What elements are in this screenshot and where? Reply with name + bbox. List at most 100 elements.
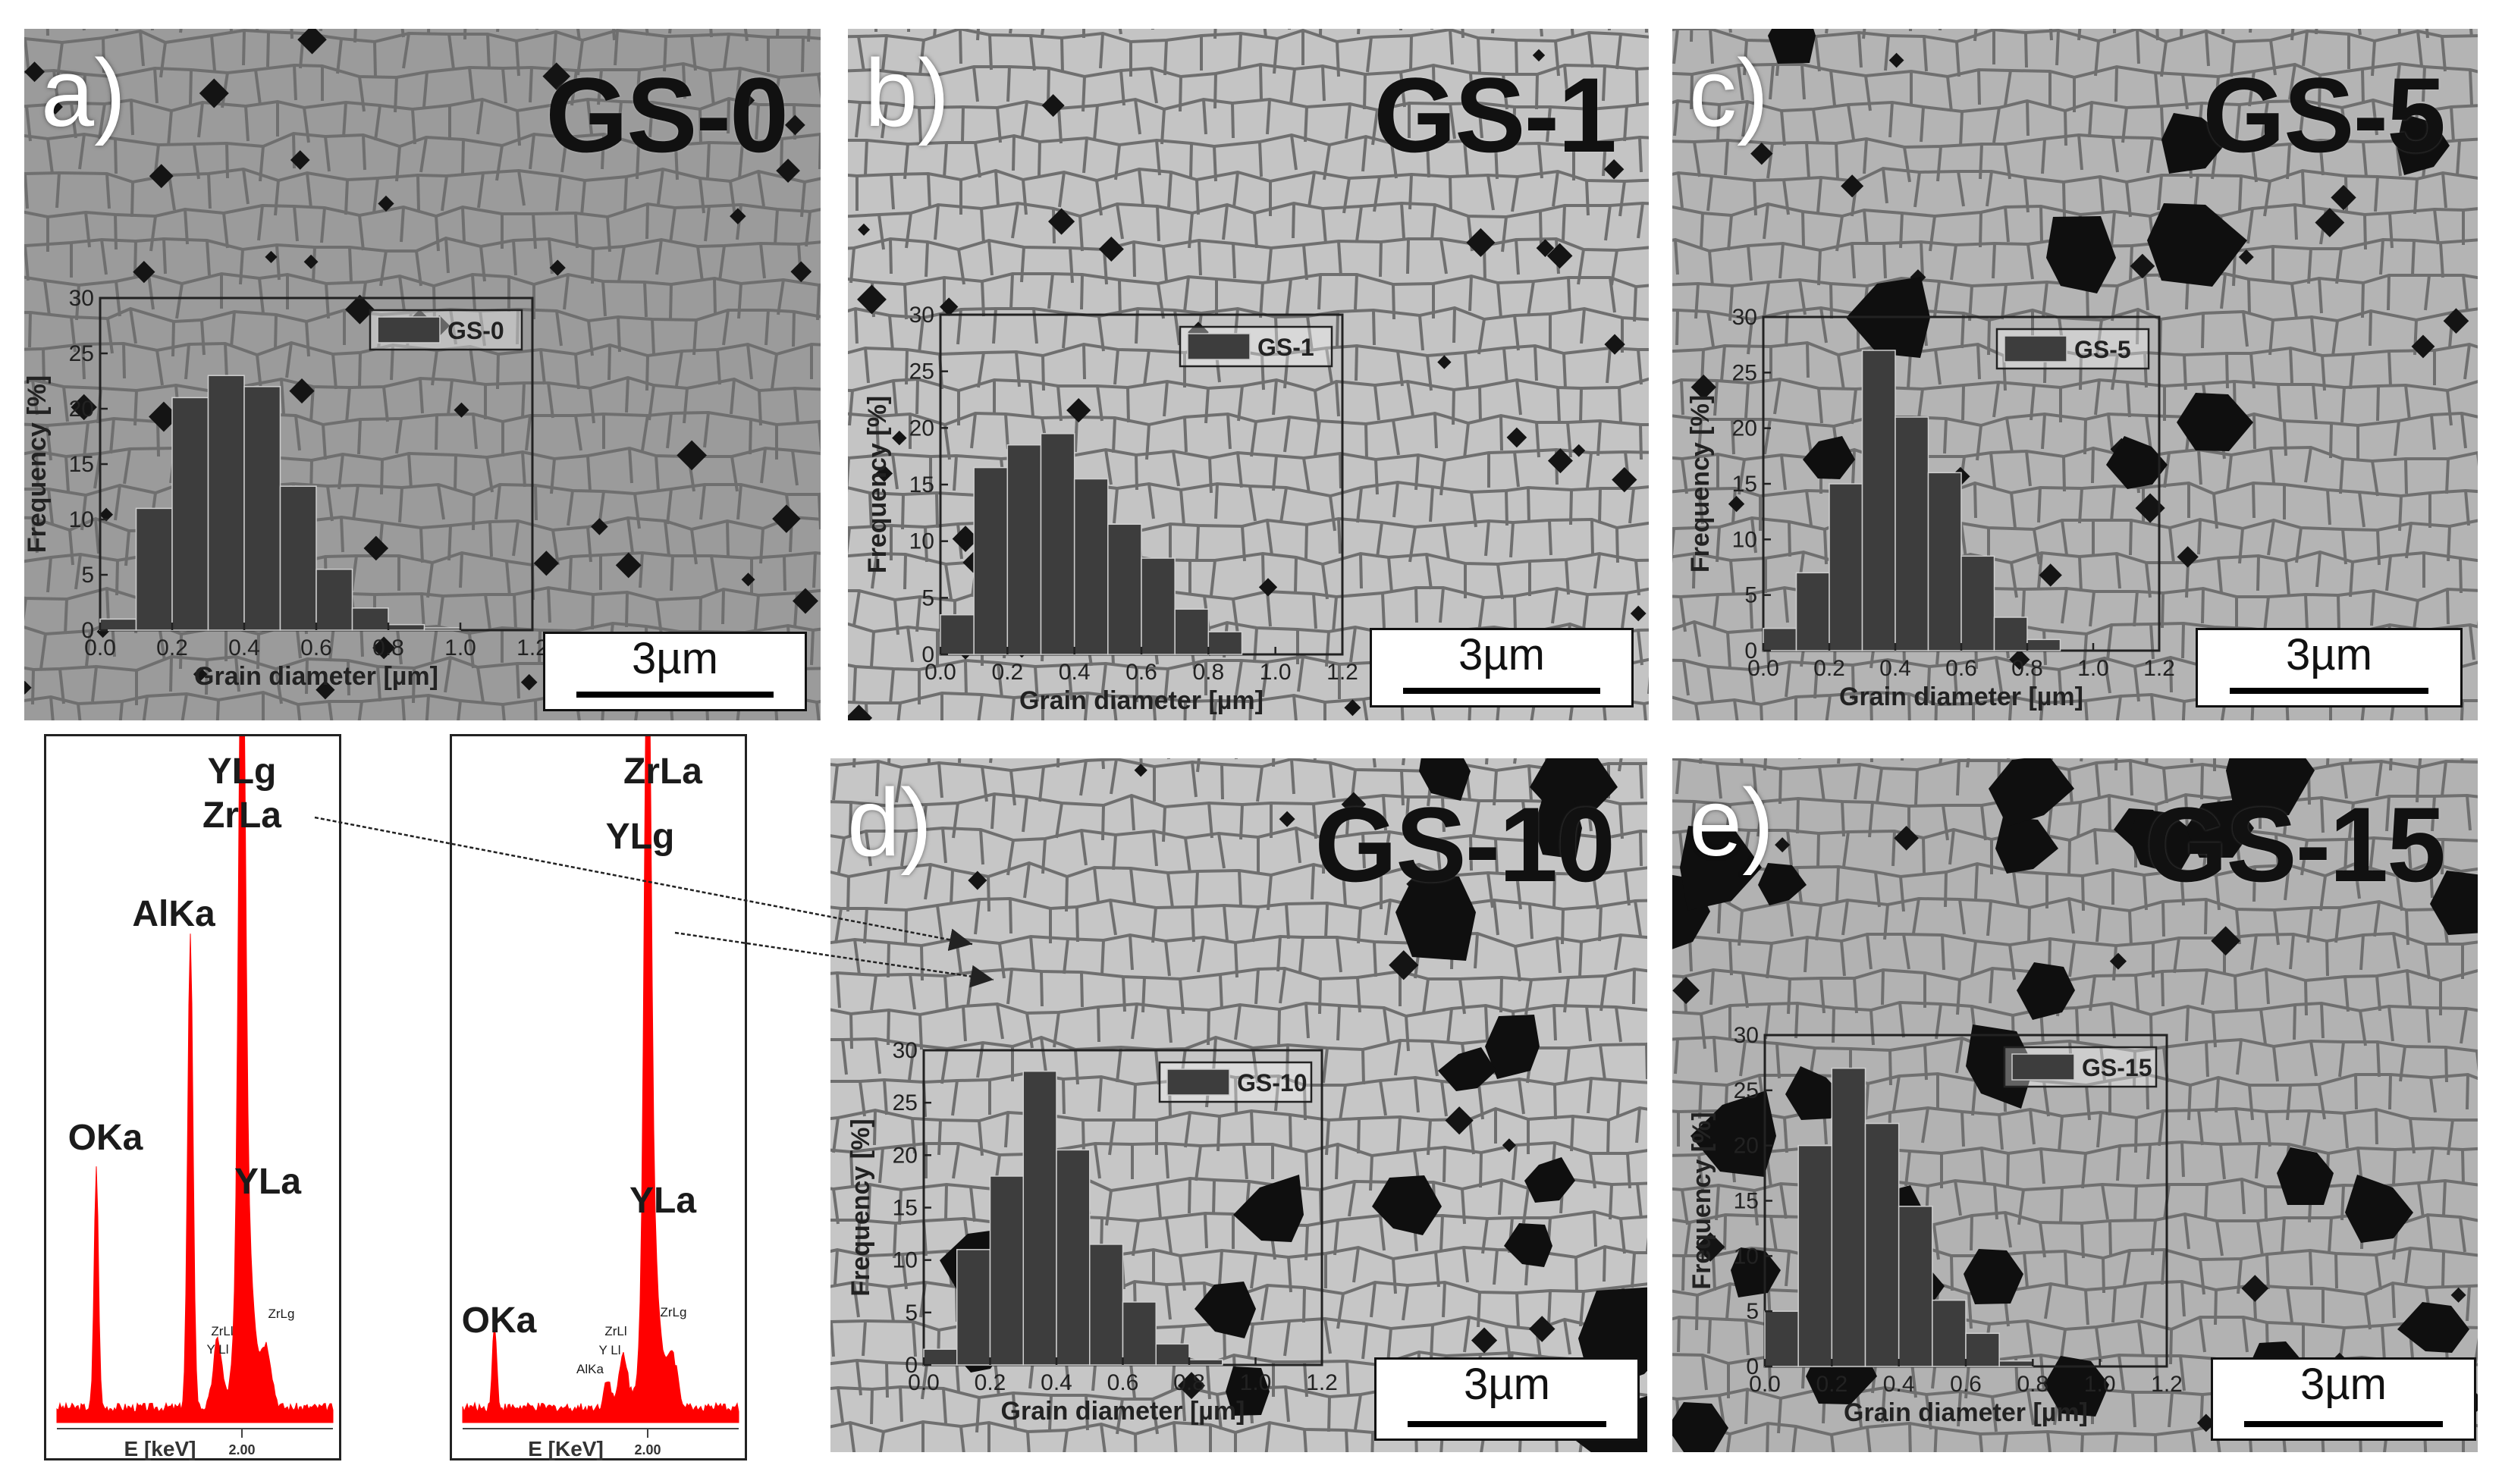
x-axis-label: Grain diameter [µm] [1839,682,2083,711]
legend-swatch [377,316,441,344]
scale-bar-label: 3µm [1464,1360,1550,1409]
legend-swatch [1166,1068,1230,1096]
edx-peak-label: ZrLg [661,1305,687,1319]
histogram-bar [956,1249,991,1366]
y-tick-label: 25 [909,359,934,384]
x-tick-label: 0.2 [991,660,1023,685]
y-axis-label: Frequency [%] [863,396,892,573]
histogram-bar [1056,1149,1091,1366]
histogram-bar [1764,1310,1799,1367]
x-tick-label: 0.6 [1950,1372,1982,1397]
legend-label: GS-0 [447,317,504,344]
legend-label: GS-1 [1257,334,1314,361]
histogram-bar [1141,557,1176,655]
y-tick-label: 20 [69,397,94,422]
x-tick-label: 1.2 [1306,1370,1338,1395]
legend-swatch [2011,1053,2075,1081]
panel-letter: c) [1689,39,1769,146]
histogram-bar [315,568,353,631]
histogram-bar [1040,433,1075,655]
panel-sample-name: GS-10 [1314,785,1615,904]
y-tick-label: 30 [69,286,94,311]
x-tick-label: 1.2 [516,635,548,660]
sem-panel-gs0: a) GS-0 0 5 10 15 20 25 30 0.0 0.2 0.4 0.6 0.8 1.0 1.… [24,29,821,720]
edx-peak-label: ZrLa [623,751,702,792]
edx-peak-label: ZrLl [211,1324,233,1338]
y-tick-label: 5 [1746,1299,1759,1324]
x-tick-label: 0.8 [1192,660,1224,685]
edx-peak-label: Y Ll [207,1342,229,1357]
scale-bar-label: 3µm [2286,630,2372,679]
edx-spectrum-grain: 2.00 E [KeV] ZrLa YLg YLa OKa ZrLg ZrLl Y Ll AlKa [450,734,747,1460]
x-tick-label: 0.4 [1059,660,1091,685]
histogram-bar [1831,1067,1866,1367]
x-tick-label: 0.2 [1813,656,1845,681]
y-tick-label: 10 [69,507,94,532]
y-axis-label: Frequency [%] [846,1118,875,1296]
grain-size-histogram: 0 5 10 15 20 25 30 0.0 0.2 0.4 0.6 0.8 1.0 1.2 Grain d… [1687,1023,2183,1427]
y-tick-label: 5 [81,563,94,588]
histogram-bar [1864,1122,1900,1367]
x-tick-label: 1.0 [1260,660,1292,685]
x-tick-label: 0.6 [1945,656,1977,681]
y-tick-label: 25 [69,341,94,366]
histogram-bar [923,1348,958,1366]
panel-sample-name: GS-5 [2202,55,2446,174]
panel-letter: b) [865,39,950,146]
sem-panel-gs5: c) GS-5 0 5 10 15 20 25 30 0.0 0.2 0.4 0.6 0.8 1.0 1.… [1672,29,2478,720]
panel-sample-name: GS-0 [545,55,789,174]
y-tick-label: 0 [81,618,94,643]
x-tick-label: 0.2 [975,1370,1006,1395]
y-tick-label: 20 [1734,1134,1759,1159]
x-tick-label: 0.0 [84,635,116,660]
sem-panel-gs1: b) GS-1 0 5 10 15 20 25 30 0.0 0.2 0.4 0.6 0.8 1.0 1.… [848,29,1649,720]
y-tick-label: 5 [905,1300,918,1326]
x-tick-label: 1.0 [1240,1370,1272,1395]
y-axis-label: Frequency [%] [24,375,52,553]
x-tick-label: 1.0 [2077,656,2109,681]
x-tick-label: 0.6 [1125,660,1157,685]
x-tick-label: 0.4 [1883,1372,1915,1397]
x-tick-label: 0.0 [925,660,956,685]
histogram-bar [135,507,173,631]
histogram-bar [1006,444,1042,655]
x-tick-label: 0.0 [1747,656,1779,681]
y-tick-label: 10 [893,1248,918,1273]
x-axis-label: Grain diameter [µm] [1844,1398,2088,1427]
sem-panel-gs10: d) GS-10 0 5 10 15 20 25 30 0.0 0.2 0.4 0.6 0.8 1.0 1… [830,758,1647,1452]
legend-swatch [2004,335,2067,362]
histogram-bar [989,1175,1024,1366]
scale-bar-line [1403,688,1600,694]
x-tick-label: 0.2 [1816,1372,1847,1397]
x-tick-label: 0.8 [1173,1370,1205,1395]
x-tick-label: 0.8 [372,635,404,660]
y-tick-label: 5 [1744,583,1757,608]
histogram-bar [1932,1299,1967,1367]
histogram-bar [1998,1360,2034,1367]
x-tick-label: 0.6 [1107,1370,1139,1395]
x-tick-label: 1.0 [444,635,476,660]
grain-size-histogram: 0 5 10 15 20 25 30 0.0 0.2 0.4 0.6 0.8 1.0 1.2 Grain d… [846,1038,1338,1426]
histogram-bar [1898,1206,1933,1367]
grain-size-histogram: 0 5 10 15 20 25 30 0.0 0.2 0.4 0.6 0.8 1.0 1.2 Grain d… [24,286,548,691]
y-tick-label: 10 [1734,1244,1759,1269]
edx-spectrum-plot: 2.00 E [KeV] ZrLa YLg YLa OKa ZrLg ZrLl Y Ll AlKa [462,736,739,1460]
edx-peak-label: Y Ll [599,1343,621,1357]
x-axis-label: Grain diameter [µm] [1001,1397,1245,1426]
x-axis-label: Grain diameter [µm] [194,662,438,691]
histogram-bar [243,386,281,631]
grain-size-histogram: 0 5 10 15 20 25 30 0.0 0.2 0.4 0.6 0.8 1.0 1.2 Grain d… [863,303,1358,715]
panel-letter: a) [41,39,127,146]
histogram-bar [99,618,137,631]
x-tick-label: 0.6 [300,635,332,660]
x-tick-label: 0.2 [156,635,188,660]
scale-bar: 3µm [2211,1357,2476,1441]
edx-peak-label: YLg [606,817,675,857]
y-tick-label: 15 [909,472,934,497]
y-tick-label: 15 [1734,1189,1759,1214]
y-tick-label: 15 [69,452,94,477]
y-tick-label: 30 [1732,305,1757,330]
edx-peak-label: ZrLa [202,795,281,836]
x-tick-label: 0.4 [228,635,260,660]
histogram-bar [1207,631,1243,655]
